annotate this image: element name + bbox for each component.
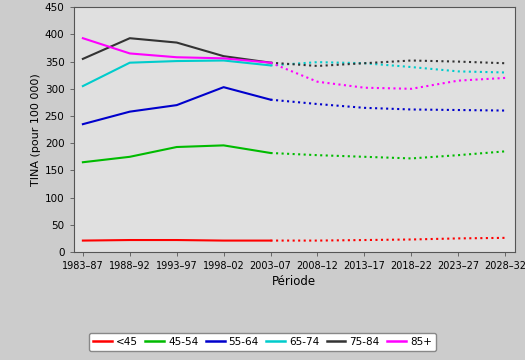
- X-axis label: Période: Période: [272, 275, 316, 288]
- Y-axis label: TINA (pour 100 000): TINA (pour 100 000): [30, 73, 40, 186]
- Legend: <45, 45-54, 55-64, 65-74, 75-84, 85+: <45, 45-54, 55-64, 65-74, 75-84, 85+: [89, 333, 436, 351]
